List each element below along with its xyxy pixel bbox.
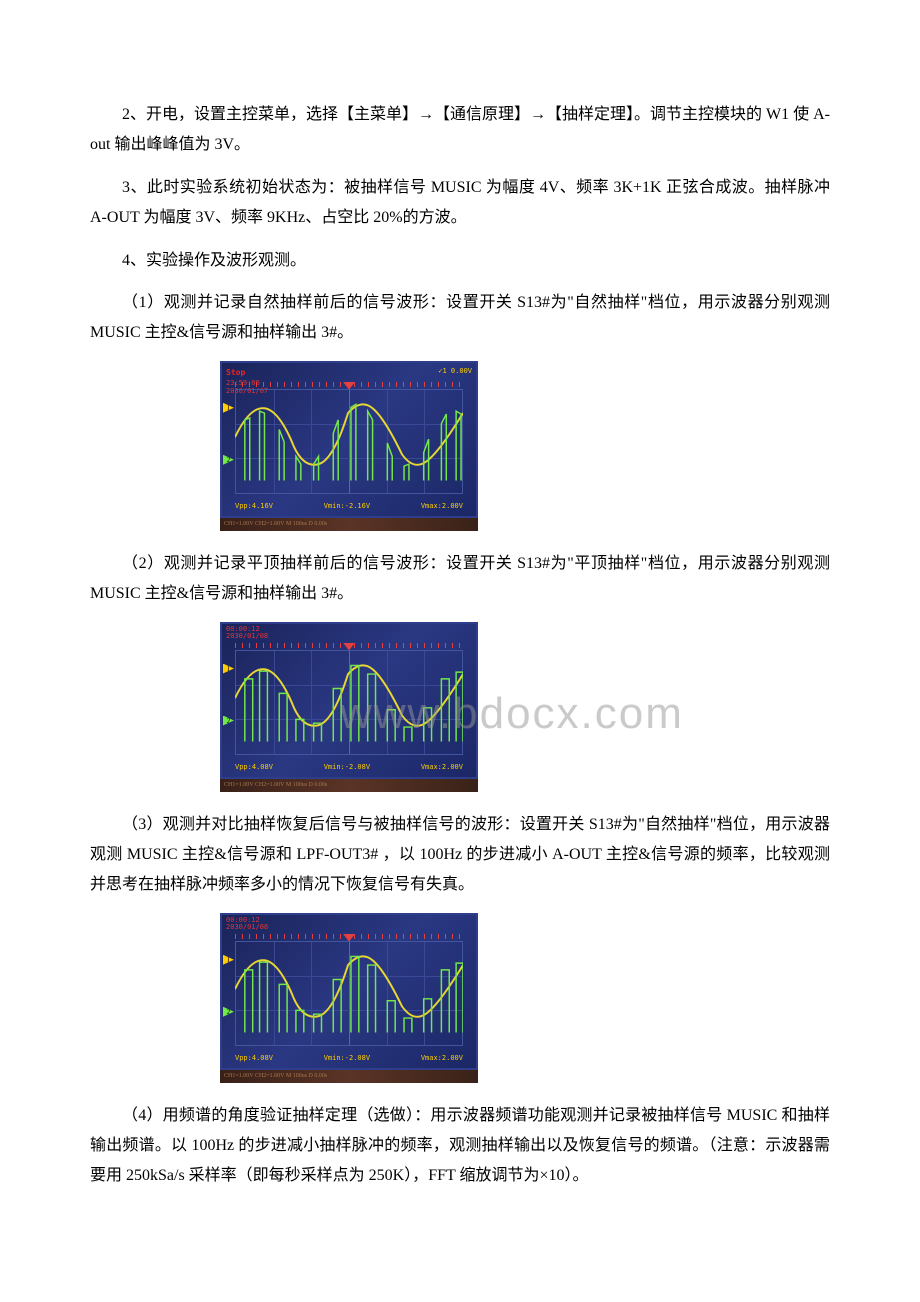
scope-timestamp-2: 2030/01/08 <box>226 633 268 641</box>
paragraph-substep2: （2）观测并记录平顶抽样前后的信号波形：设置开关 S13#为"平顶抽样"档位，用… <box>90 549 830 610</box>
scope-vmax: Vmax:2.00V <box>421 761 463 774</box>
document-page: 2、开电，设置主控菜单，选择【主菜单】→【通信原理】→【抽样定理】。调节主控模块… <box>90 100 830 1192</box>
scope-bottom-text: CH1=1.00V CH2=1.00V M 100us D 0.00s <box>220 1070 478 1083</box>
channel-2-arrow-icon: 2 <box>223 455 234 465</box>
scope-timestamp-2: 2030/01/08 <box>226 924 268 932</box>
paragraph-step3: 3、此时实验系统初始状态为：被抽样信号 MUSIC 为幅度 4V、频率 3K+1… <box>90 173 830 234</box>
paragraph-step2: 2、开电，设置主控菜单，选择【主菜单】→【通信原理】→【抽样定理】。调节主控模块… <box>90 100 830 161</box>
scope-header: Stop 23:59:00 2030/01/07 ✓1 0.00V <box>222 365 476 382</box>
channel-1-arrow-icon: 1 <box>223 664 234 674</box>
channel-2-arrow-icon: 2 <box>223 716 234 726</box>
oscilloscope-screenshot-2: 00:00:12 2030/01/08 1 2 <box>220 622 478 792</box>
scope-bottom-bar: CH1=1.00V CH2=1.00V M 100us D 0.00s <box>220 779 478 792</box>
channel-1-arrow-icon: 1 <box>223 955 234 965</box>
scope-vmin: Vmin:-2.16V <box>324 500 370 513</box>
scope-vpp: Vpp:4.16V <box>235 500 273 513</box>
scope-vmax: Vmax:2.00V <box>421 500 463 513</box>
scope-header: 00:00:12 2030/01/08 <box>222 917 476 934</box>
scope-bottom-text: CH1=1.00V CH2=1.00V M 100us D 0.00s <box>220 779 478 792</box>
scope-measurements: Vpp:4.08V Vmin:-2.08V Vmax:2.00V <box>235 1052 463 1065</box>
scope-screen: 00:00:12 2030/01/08 1 2 <box>220 622 478 779</box>
scope-vpp: Vpp:4.08V <box>235 1052 273 1065</box>
channel-2-arrow-icon: 2 <box>223 1007 234 1017</box>
scope-screen: Stop 23:59:00 2030/01/07 ✓1 0.00V 1 2 <box>220 361 478 518</box>
oscilloscope-screenshot-3: 00:00:12 2030/01/08 1 2 <box>220 913 478 1083</box>
scope-vmax: Vmax:2.00V <box>421 1052 463 1065</box>
scope-measurements: Vpp:4.08V Vmin:-2.08V Vmax:2.00V <box>235 761 463 774</box>
scope-bottom-text: CH1=1.00V CH2=1.00V M 100us D 0.00s <box>220 518 478 531</box>
paragraph-substep4: （4）用频谱的角度验证抽样定理（选做）：用示波器频谱功能观测并记录被抽样信号 M… <box>90 1101 830 1192</box>
scope-waveform <box>235 389 463 494</box>
scope-vmin: Vmin:-2.08V <box>324 761 370 774</box>
scope-header: 00:00:12 2030/01/08 <box>222 626 476 643</box>
oscilloscope-screenshot-1: Stop 23:59:00 2030/01/07 ✓1 0.00V 1 2 <box>220 361 478 531</box>
scope-bottom-bar: CH1=1.00V CH2=1.00V M 100us D 0.00s <box>220 1070 478 1083</box>
scope-waveform <box>235 650 463 755</box>
scope-vpp: Vpp:4.08V <box>235 761 273 774</box>
scope-bottom-bar: CH1=1.00V CH2=1.00V M 100us D 0.00s <box>220 518 478 531</box>
paragraph-substep1: （1）观测并记录自然抽样前后的信号波形：设置开关 S13#为"自然抽样"档位，用… <box>90 288 830 349</box>
channel-1-arrow-icon: 1 <box>223 403 234 413</box>
scope-vmin: Vmin:-2.08V <box>324 1052 370 1065</box>
scope-status: Stop <box>226 365 268 380</box>
paragraph-step4: 4、实验操作及波形观测。 <box>90 246 830 276</box>
scope-trigger: ✓1 0.00V <box>438 365 472 382</box>
scope-waveform <box>235 941 463 1046</box>
scope-screen: 00:00:12 2030/01/08 1 2 <box>220 913 478 1070</box>
scope-measurements: Vpp:4.16V Vmin:-2.16V Vmax:2.00V <box>235 500 463 513</box>
paragraph-substep3: （3）观测并对比抽样恢复后信号与被抽样信号的波形：设置开关 S13#为"自然抽样… <box>90 810 830 901</box>
